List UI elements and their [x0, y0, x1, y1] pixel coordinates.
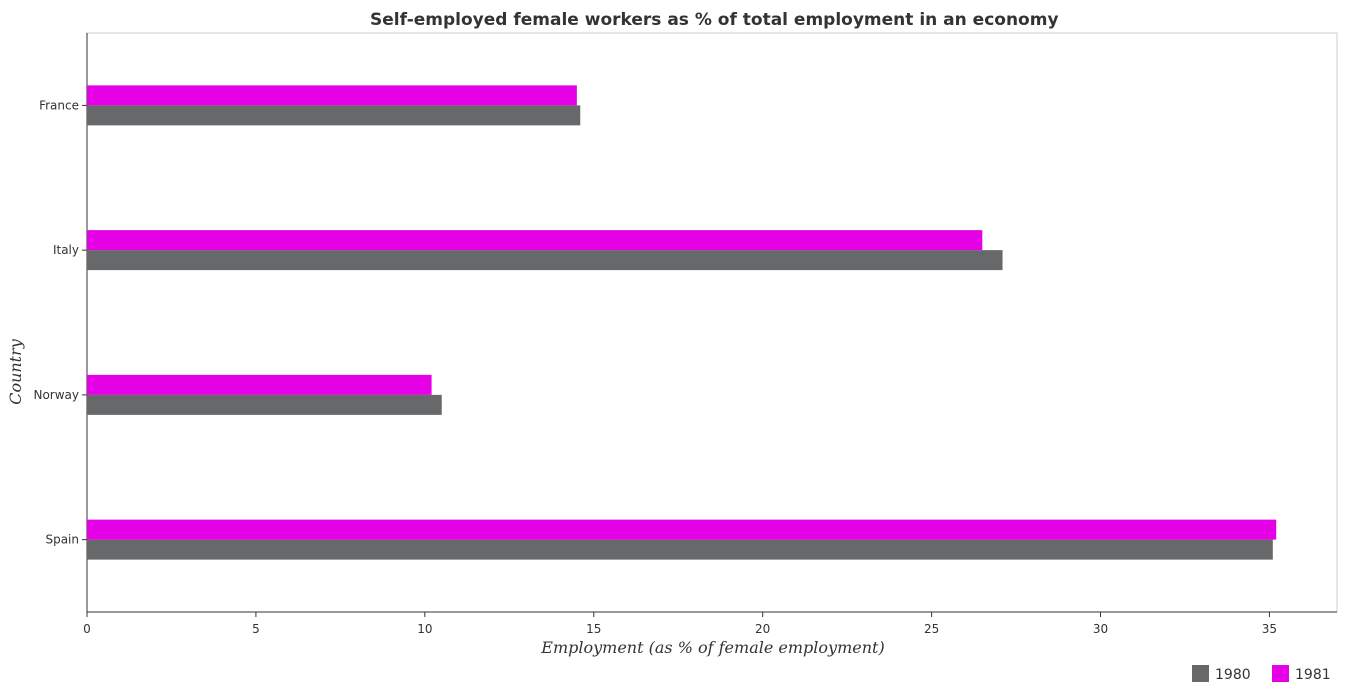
plot-frame	[86, 32, 1338, 613]
bar-1980-spain	[87, 539, 1273, 560]
y-tick-label: France	[39, 98, 79, 112]
x-axis-label: Employment (as % of female employment)	[540, 638, 884, 657]
bar-1980-italy	[87, 250, 1003, 271]
y-axis-label: Country	[6, 338, 25, 405]
x-tick-label: 10	[417, 622, 432, 636]
bar-1981-norway	[87, 374, 432, 395]
chart-title: Self-employed female workers as % of tot…	[370, 10, 1059, 30]
x-tick-label: 5	[252, 622, 260, 636]
x-tick-label: 15	[586, 622, 601, 636]
bar-1981-france	[87, 85, 577, 106]
bar-1981-italy	[87, 230, 983, 251]
x-tick-label: 20	[755, 622, 770, 636]
legend-swatch-1981	[1272, 665, 1289, 682]
x-tick-label: 30	[1093, 622, 1108, 636]
bar-1980-france	[87, 105, 581, 126]
y-tick-label: Italy	[53, 243, 79, 257]
y-tick-label: Spain	[45, 533, 79, 547]
legend-label-1980: 1980	[1215, 667, 1251, 683]
bar-1980-norway	[87, 394, 442, 415]
bar-1981-spain	[87, 519, 1277, 540]
x-tick-label: 0	[83, 622, 91, 636]
y-tick-label: Norway	[33, 388, 79, 402]
legend: 1980 1981	[1192, 665, 1331, 683]
legend-label-1981: 1981	[1295, 667, 1331, 683]
x-tick-label: 35	[1262, 622, 1277, 636]
x-tick-label: 25	[924, 622, 939, 636]
legend-swatch-1980	[1192, 665, 1209, 682]
plot-area: 0 5 10 15 20 25 30 35 France Italy Norway Spain	[33, 32, 1338, 636]
